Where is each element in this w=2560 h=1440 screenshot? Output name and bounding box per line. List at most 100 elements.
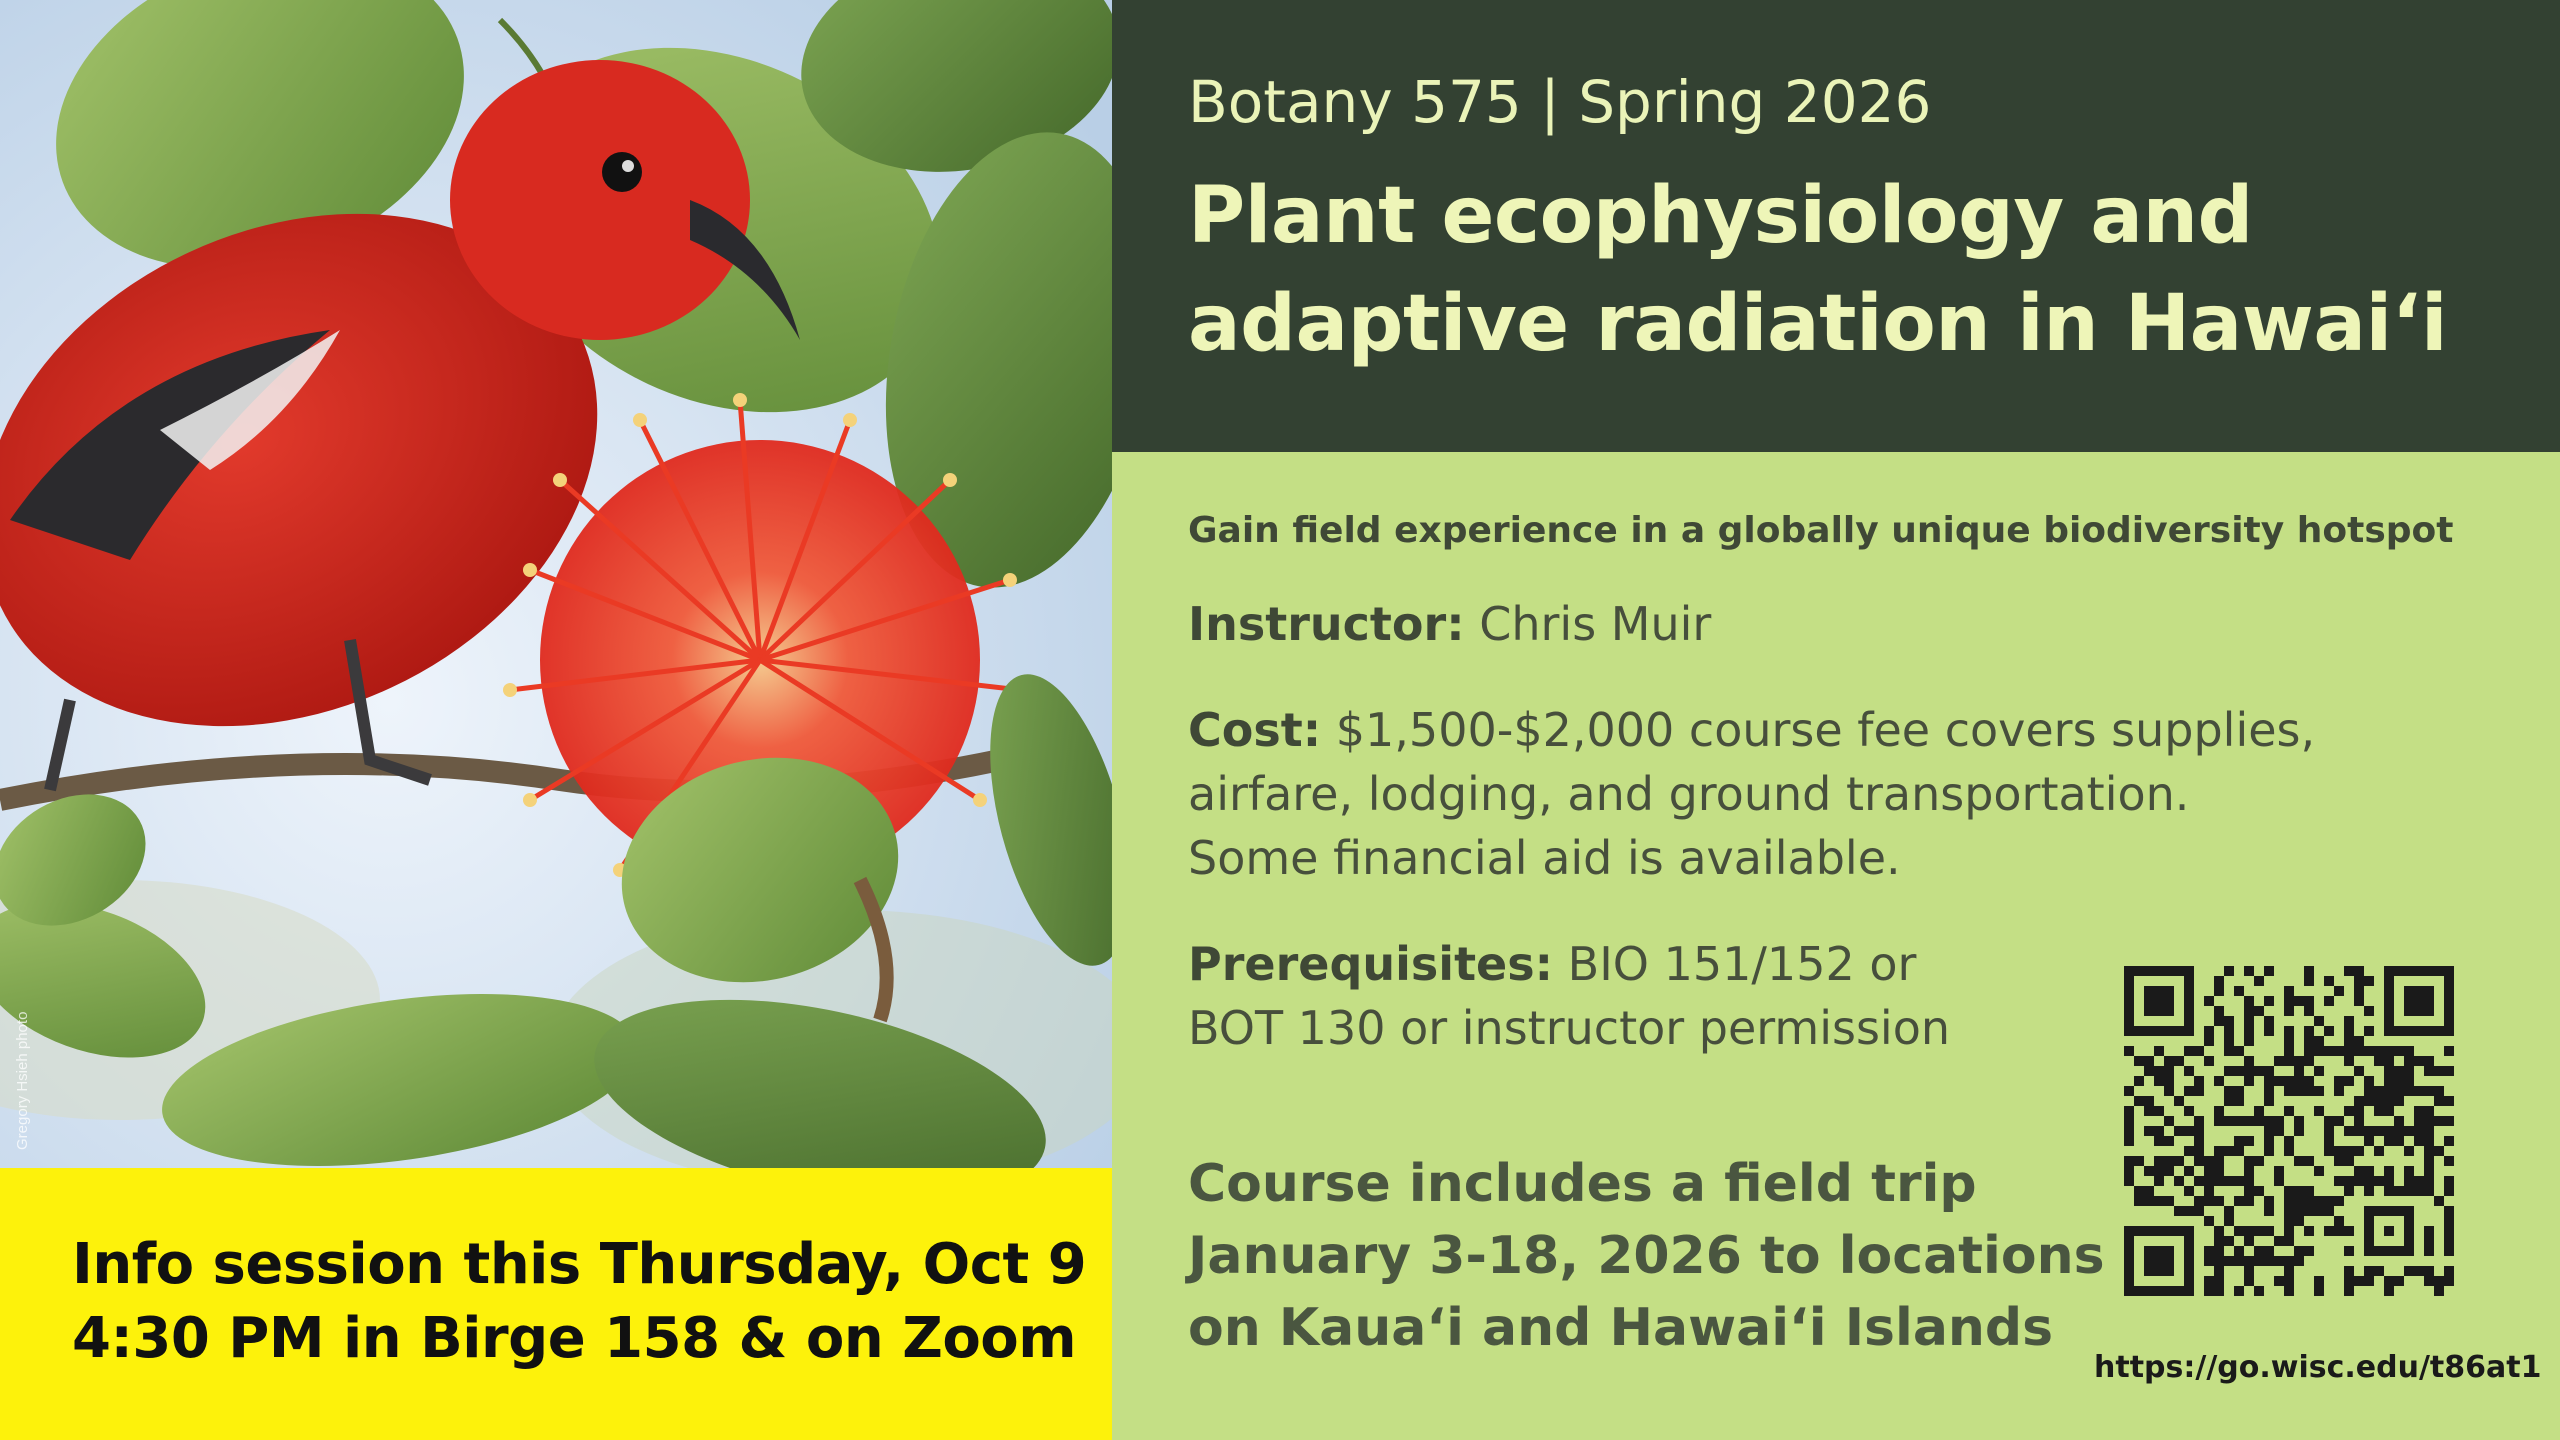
qr-module: [2344, 1046, 2354, 1056]
qr-module: [2244, 1176, 2254, 1186]
qr-module: [2184, 1146, 2194, 1156]
qr-module: [2234, 1226, 2244, 1236]
qr-module: [2264, 1116, 2274, 1126]
qr-module: [2434, 1086, 2444, 1096]
qr-module: [2224, 1216, 2234, 1226]
qr-module: [2284, 1026, 2294, 1036]
qr-module: [2404, 1146, 2414, 1156]
field-trip-info: Course includes a field trip January 3-1…: [1188, 1148, 2105, 1364]
qr-module: [2404, 1056, 2414, 1066]
qr-module: [2164, 1156, 2174, 1166]
qr-module: [2284, 1276, 2294, 1286]
qr-module: [2444, 1276, 2454, 1286]
qr-module: [2374, 1266, 2384, 1276]
qr-module: [2144, 1126, 2154, 1136]
qr-module: [2434, 1096, 2444, 1106]
qr-module: [2264, 996, 2274, 1006]
qr-module: [2244, 1156, 2254, 1166]
qr-module: [2214, 1106, 2224, 1116]
qr-module: [2204, 1156, 2214, 1166]
instructor-info: Instructor: Chris Muir: [1188, 592, 1711, 656]
qr-module: [2194, 1206, 2204, 1216]
qr-module: [2384, 1076, 2394, 1086]
qr-module: [2214, 1286, 2224, 1296]
qr-module: [2354, 1276, 2364, 1286]
qr-module: [2224, 1206, 2234, 1216]
qr-module: [2184, 1126, 2194, 1136]
cost-line-1: $1,500-$2,000 course fee covers supplies…: [1335, 703, 2316, 757]
qr-module: [2394, 1086, 2404, 1096]
qr-module: [2244, 1006, 2254, 1016]
qr-module: [2374, 1096, 2384, 1106]
photo-credit: Gregory Hsieh photo: [14, 1011, 31, 1150]
qr-module: [2314, 1286, 2324, 1296]
cost-info: Cost: $1,500-$2,000 course fee covers su…: [1188, 698, 2488, 890]
qr-module: [2224, 1086, 2234, 1096]
qr-module: [2174, 1206, 2184, 1216]
hero-photo: Gregory Hsieh photo: [0, 0, 1112, 1168]
qr-module: [2214, 976, 2224, 986]
qr-module: [2194, 1136, 2204, 1146]
qr-module: [2294, 1156, 2304, 1166]
qr-module: [2134, 1156, 2144, 1166]
qr-module: [2284, 1136, 2294, 1146]
qr-module: [2344, 1176, 2354, 1186]
qr-module: [2214, 1116, 2224, 1126]
qr-module: [2214, 1226, 2224, 1236]
qr-module: [2164, 1166, 2174, 1176]
qr-module: [2234, 1246, 2244, 1256]
qr-module: [2374, 1086, 2384, 1096]
qr-module: [2324, 1116, 2334, 1126]
qr-module: [2294, 1216, 2304, 1226]
qr-module: [2424, 1126, 2434, 1136]
qr-module: [2214, 1176, 2224, 1186]
qr-module: [2344, 1286, 2354, 1296]
qr-module: [2444, 1156, 2454, 1166]
qr-module: [2234, 1066, 2244, 1076]
qr-module: [2274, 1276, 2284, 1286]
qr-module: [2424, 1156, 2434, 1166]
qr-module: [2264, 1096, 2274, 1106]
qr-code[interactable]: [2124, 966, 2454, 1296]
qr-module: [2314, 1196, 2324, 1206]
qr-module: [2344, 1156, 2354, 1166]
qr-module: [2334, 1196, 2344, 1206]
qr-module: [2314, 1066, 2324, 1076]
qr-module: [2324, 1026, 2334, 1036]
qr-module: [2224, 1116, 2234, 1126]
qr-module: [2294, 1246, 2304, 1256]
qr-module: [2244, 996, 2254, 1006]
qr-module: [2224, 966, 2234, 976]
qr-module: [2444, 1216, 2454, 1226]
qr-module: [2384, 1056, 2394, 1066]
qr-module: [2304, 1086, 2314, 1096]
qr-module: [2234, 1196, 2244, 1206]
qr-module: [2384, 1136, 2394, 1146]
qr-module: [2314, 1276, 2324, 1286]
qr-module: [2214, 1146, 2224, 1156]
qr-module: [2124, 1136, 2134, 1146]
qr-module: [2294, 1086, 2304, 1096]
qr-module: [2184, 1106, 2194, 1116]
qr-module: [2184, 1086, 2194, 1096]
qr-module: [2424, 1226, 2434, 1236]
qr-module: [2344, 966, 2354, 976]
qr-module: [2124, 1156, 2134, 1166]
qr-module: [2144, 1106, 2154, 1116]
qr-url[interactable]: https://go.wisc.edu/t86at1: [2094, 1350, 2542, 1385]
qr-module: [2444, 1116, 2454, 1126]
qr-module: [2214, 1196, 2224, 1206]
qr-module: [2124, 1176, 2134, 1186]
qr-module: [2204, 1036, 2214, 1046]
qr-module: [2254, 1226, 2264, 1236]
qr-module: [2294, 1256, 2304, 1266]
qr-module: [2154, 1126, 2164, 1136]
qr-module: [2284, 1226, 2294, 1236]
qr-module: [2344, 1226, 2354, 1236]
qr-module: [2364, 1136, 2374, 1146]
qr-module: [2384, 1176, 2394, 1186]
qr-module: [2284, 1036, 2294, 1046]
qr-module: [2384, 1066, 2394, 1076]
qr-module: [2224, 1036, 2234, 1046]
qr-module: [2374, 1176, 2384, 1186]
